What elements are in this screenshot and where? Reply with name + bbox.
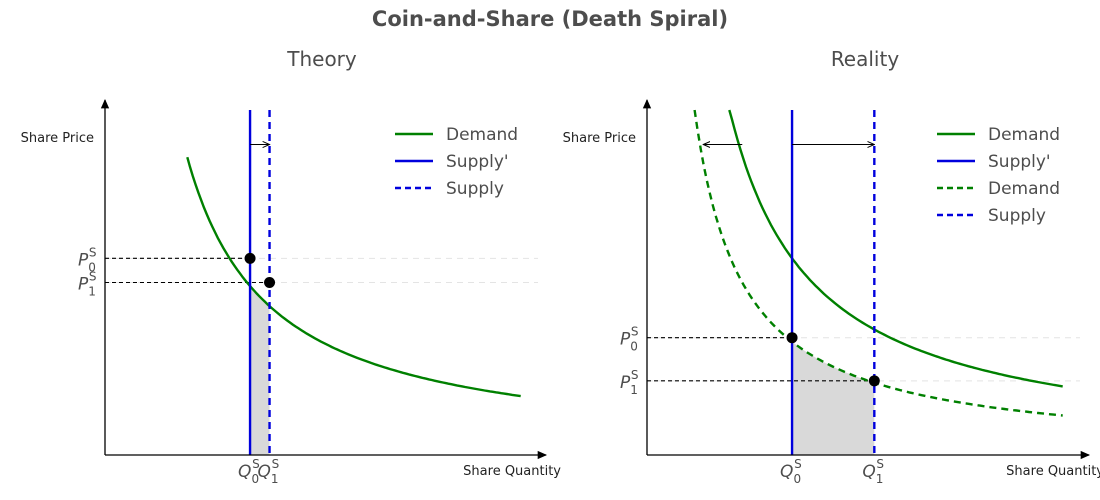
x-tick-label: Q1S bbox=[862, 457, 884, 486]
y-tick-label: P1S bbox=[620, 368, 639, 397]
legend-label: Demand bbox=[446, 125, 518, 145]
x-tick-label: Q1S bbox=[258, 457, 280, 486]
legend-label: Supply' bbox=[988, 152, 1051, 172]
x-axis-label: Share Quantity bbox=[463, 464, 561, 479]
legend: Demand Supply' Supply bbox=[395, 125, 518, 199]
legend: Demand Supply' Demand Supply bbox=[937, 125, 1060, 226]
y-axis-label: Share Price bbox=[21, 131, 94, 146]
y-axis-label: Share Price bbox=[563, 131, 636, 146]
legend-label: Supply bbox=[446, 179, 504, 199]
chart-panel-reality: Reality Share Price Share Quantity P0S P1S Q0… bbox=[563, 47, 1100, 486]
legend-label: Demand bbox=[988, 179, 1060, 199]
legend-label: Supply bbox=[988, 206, 1046, 226]
equilibrium-point bbox=[786, 332, 798, 344]
legend-label: Supply' bbox=[446, 152, 509, 172]
y-tick-label: P1S bbox=[78, 270, 97, 299]
x-tick-label: Q0S bbox=[238, 457, 260, 486]
y-tick-label: P0S bbox=[620, 325, 639, 354]
series-demand-curve bbox=[186, 156, 521, 398]
equilibrium-point bbox=[244, 252, 256, 264]
equilibrium-point bbox=[868, 375, 880, 387]
shaded-area bbox=[792, 341, 875, 455]
equilibrium-point bbox=[264, 277, 276, 288]
x-tick-label: Q0S bbox=[780, 457, 802, 486]
x-axis-label: Share Quantity bbox=[1006, 464, 1100, 479]
series-demand-curve bbox=[728, 109, 1063, 388]
figure-title: Coin-and-Share (Death Spiral) bbox=[372, 7, 728, 31]
legend-label: Demand bbox=[988, 125, 1060, 145]
y-tick-label: P0S bbox=[78, 245, 97, 274]
panel-title: Reality bbox=[831, 47, 900, 71]
shaded-area bbox=[250, 286, 270, 455]
panel-title: Theory bbox=[286, 47, 357, 71]
